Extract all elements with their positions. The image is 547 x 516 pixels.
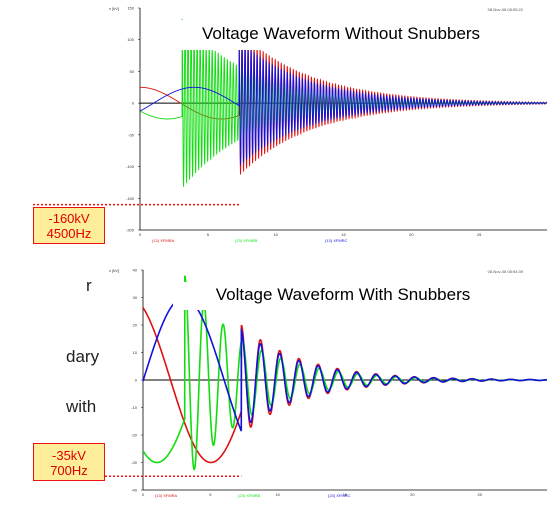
x-tick-label: 20	[410, 492, 415, 497]
legend-label-3: (13) XFMRC	[325, 238, 348, 243]
callout-voltage: -35kV	[52, 448, 86, 463]
x-tick-label: 10	[275, 492, 280, 497]
callout-without-snubbers: -160kV 4500Hz	[33, 207, 105, 244]
x-tick-label: 5	[207, 232, 210, 237]
chart-title-backdrop	[173, 282, 513, 310]
side-text-3: with	[66, 397, 97, 416]
x-tick-label: 20	[409, 232, 414, 237]
x-tick-label: 0	[139, 232, 142, 237]
y-tick-label: -10	[131, 405, 138, 410]
y-tick-label: -150	[126, 196, 135, 201]
y-tick-label: 40	[133, 268, 138, 273]
callout-voltage: -160kV	[48, 211, 90, 226]
legend-label-3: (23) XFMRC	[328, 493, 351, 498]
legend-label-2: (23) XFMRB	[235, 238, 258, 243]
legend-label-2: (23) XFMRB	[238, 493, 261, 498]
x-tick-label: 5	[209, 492, 212, 497]
x-tick-label: 0	[142, 492, 145, 497]
chart-with-snubbers: 40 30 20 10 0 -10 -20 -30 -40 0 5 10 15 20 25 Voltage …	[33, 268, 547, 498]
y-tick-label: -50	[128, 132, 135, 137]
y-tick-label: 100	[127, 37, 134, 42]
callout-frequency: 700Hz	[50, 463, 88, 478]
y-tick-label: 30	[133, 295, 138, 300]
x-tick-label: 15	[341, 232, 346, 237]
callout-with-snubbers: -35kV 700Hz	[33, 443, 105, 481]
callout-frequency: 4500Hz	[46, 226, 92, 241]
y-tick-label: 20	[133, 323, 138, 328]
x-tick-label: 25	[477, 232, 482, 237]
x-tick-label: 10	[273, 232, 278, 237]
y-tick-label: -30	[131, 460, 138, 465]
y-tick-label: 50	[130, 69, 135, 74]
y-tick-label: 0	[135, 378, 138, 383]
y-tick-label: 150	[127, 6, 134, 11]
side-text-2: dary	[66, 347, 100, 366]
legend-label-1: (13) XFMRA	[155, 493, 178, 498]
chart-timestamp: 08-Nov-08 08:55:22	[488, 7, 524, 12]
chart-title: Voltage Waveform Without Snubbers	[202, 24, 480, 43]
chart-title-backdrop	[150, 20, 512, 50]
x-tick-label: 25	[477, 492, 482, 497]
x-tick-label: 15	[343, 492, 348, 497]
chart-title: Voltage Waveform With Snubbers	[216, 285, 471, 304]
legend-label-1: (13) XFMRA	[152, 238, 175, 243]
chart-without-snubbers: 150 100 50 0 -50 -100 -150 -200 0 5 10 15 20 25 Volta…	[33, 6, 547, 243]
y-tick-label: -200	[126, 228, 135, 233]
y-tick-label: 0	[132, 101, 135, 106]
series-line-3	[142, 296, 547, 432]
y-tick-label: -100	[126, 164, 135, 169]
series-line-3	[139, 40, 547, 166]
y-tick-label: -40	[131, 488, 138, 493]
y-tick-label: -20	[131, 433, 138, 438]
side-text-1: r	[86, 276, 92, 295]
y-tick-label: 10	[133, 350, 138, 355]
y-axis-label: v [kV]	[109, 6, 119, 11]
y-axis-label: v [kV]	[109, 268, 119, 273]
chart-timestamp: 08-Nov-08 08:54:39	[488, 269, 524, 274]
